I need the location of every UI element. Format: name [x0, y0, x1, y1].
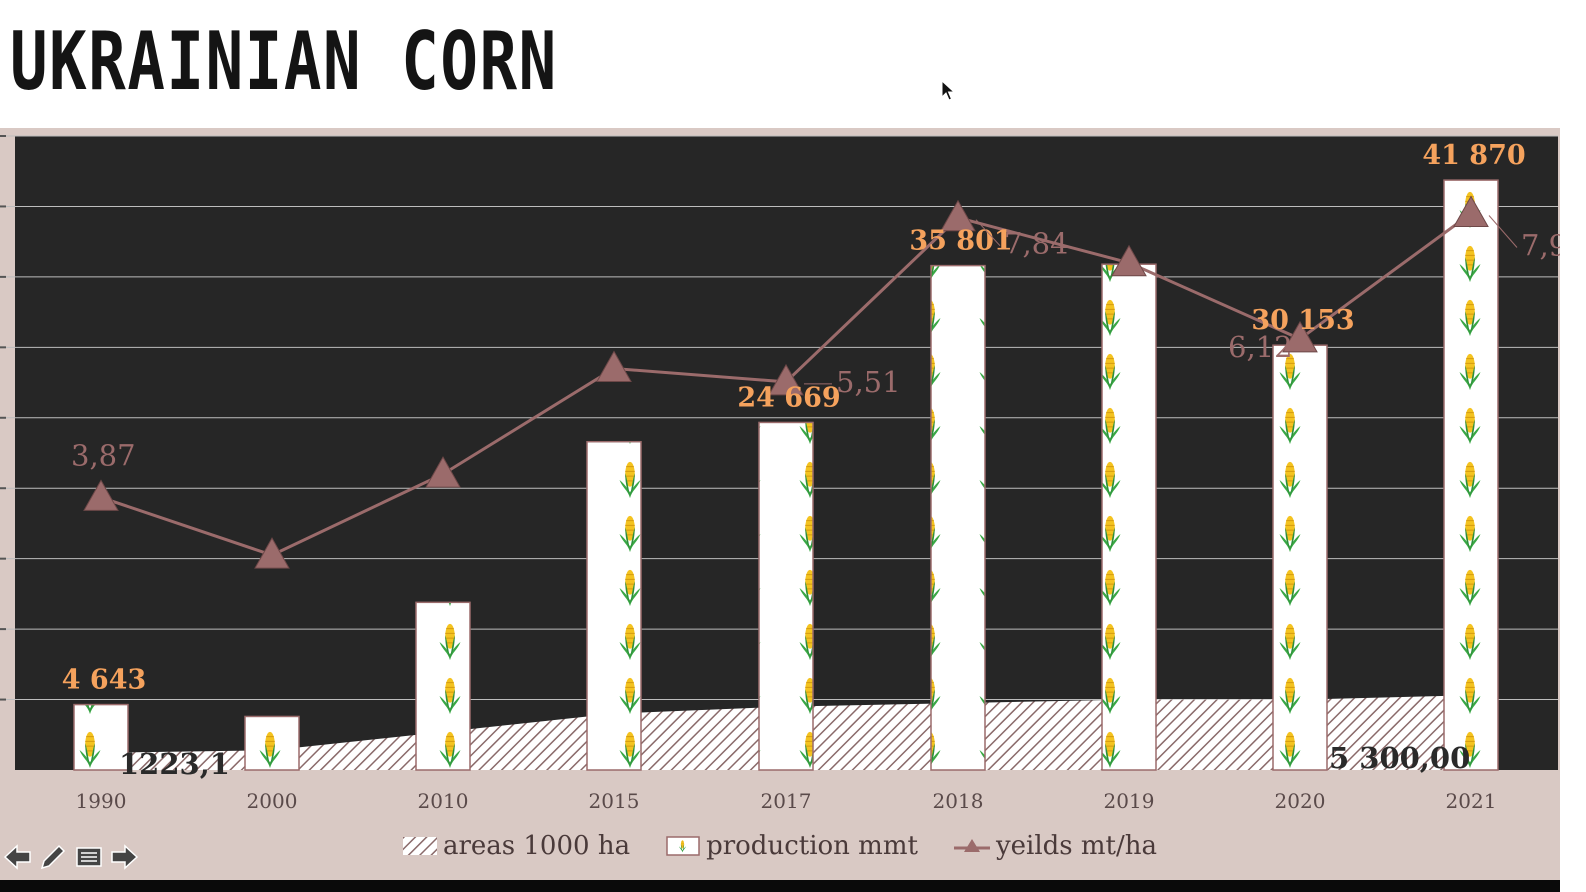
x-tick-label: 2015 [589, 789, 640, 813]
production-bar [73, 703, 129, 771]
leader-line [1488, 215, 1518, 248]
menu-icon[interactable] [74, 842, 104, 872]
production-bar [1443, 179, 1499, 771]
x-tick-label: 2021 [1446, 789, 1497, 813]
legend-hatch-swatch [402, 837, 437, 855]
arrow-left-icon[interactable] [2, 842, 32, 872]
production-bar [415, 601, 471, 771]
legend-item-areas: areas 1000 ha [402, 831, 631, 861]
x-tick-label: 2018 [933, 789, 984, 813]
x-tick-label: 2010 [418, 789, 469, 813]
chart-frame: 4 643 24 669 35 801 30 153 41 870 3,87 5,51 7,8… [0, 128, 1560, 880]
production-bar [586, 440, 642, 771]
area-value-label: 1223,1 [119, 747, 230, 781]
yields-value-label: 3,87 [71, 438, 136, 472]
yields-marker [596, 350, 632, 382]
leader-line [975, 219, 1001, 247]
mouse-pointer-icon [941, 80, 955, 101]
production-bar [930, 264, 986, 771]
yields-value-label: 7,9 [1521, 228, 1560, 262]
legend: areas 1000 ha production mmt yeilds mt/h… [0, 826, 1560, 866]
production-bar [244, 715, 300, 771]
x-tick-label: 2019 [1104, 789, 1155, 813]
triangle-line-swatch-icon [953, 839, 990, 852]
production-bar [758, 421, 814, 771]
legend-item-production: production mmt [666, 831, 918, 861]
pen-icon[interactable] [38, 842, 68, 872]
window-bottom-edge [0, 880, 1586, 892]
legend-item-yields: yeilds mt/ha [953, 831, 1158, 861]
x-tick-label: 2017 [761, 789, 812, 813]
yields-line-series [83, 195, 1489, 569]
window-right-edge [1560, 0, 1586, 892]
arrow-right-icon[interactable] [110, 842, 140, 872]
production-value-label: 24 669 [737, 382, 840, 413]
corn-swatch-icon [666, 836, 700, 856]
yields-value-label: 6,12 [1228, 330, 1293, 364]
production-value-label: 30 153 [1251, 305, 1354, 336]
production-bar [1101, 263, 1157, 771]
production-bar [1272, 344, 1328, 771]
yields-value-label: 7,84 [1004, 227, 1069, 261]
yields-marker [1282, 320, 1318, 353]
chart: 4 643 24 669 35 801 30 153 41 870 3,87 5,51 7,8… [0, 135, 1560, 813]
yields-marker [768, 363, 804, 396]
x-tick-label: 1990 [76, 789, 127, 813]
page-title: UKRAINIAN CORN [10, 15, 558, 108]
legend-label-yields: yeilds mt/ha [995, 831, 1158, 861]
yields-marker [425, 456, 461, 488]
yields-marker [1111, 244, 1147, 277]
yields-marker [254, 537, 290, 569]
area-value-label: 5 300,00 [1329, 741, 1470, 775]
data-labels: 4 643 24 669 35 801 30 153 41 870 3,87 5,51 7,8… [62, 140, 1560, 781]
yields-value-label: 5,51 [836, 365, 901, 399]
legend-label-production: production mmt [706, 831, 918, 861]
x-tick-label: 2020 [1275, 789, 1326, 813]
production-bars [73, 179, 1499, 771]
yields-marker [1453, 195, 1489, 227]
x-tick-label: 2000 [247, 789, 298, 813]
presentation-toolbar [2, 842, 140, 872]
legend-label-areas: areas 1000 ha [442, 831, 631, 861]
yields-marker [83, 479, 119, 511]
production-value-label: 35 801 [909, 226, 1012, 257]
x-axis: 1990 2000 2010 2015 2017 2018 2019 2020 2021 [76, 789, 1497, 813]
production-value-label: 4 643 [62, 665, 147, 696]
production-value-label: 41 870 [1422, 140, 1525, 171]
yields-marker [940, 199, 976, 232]
